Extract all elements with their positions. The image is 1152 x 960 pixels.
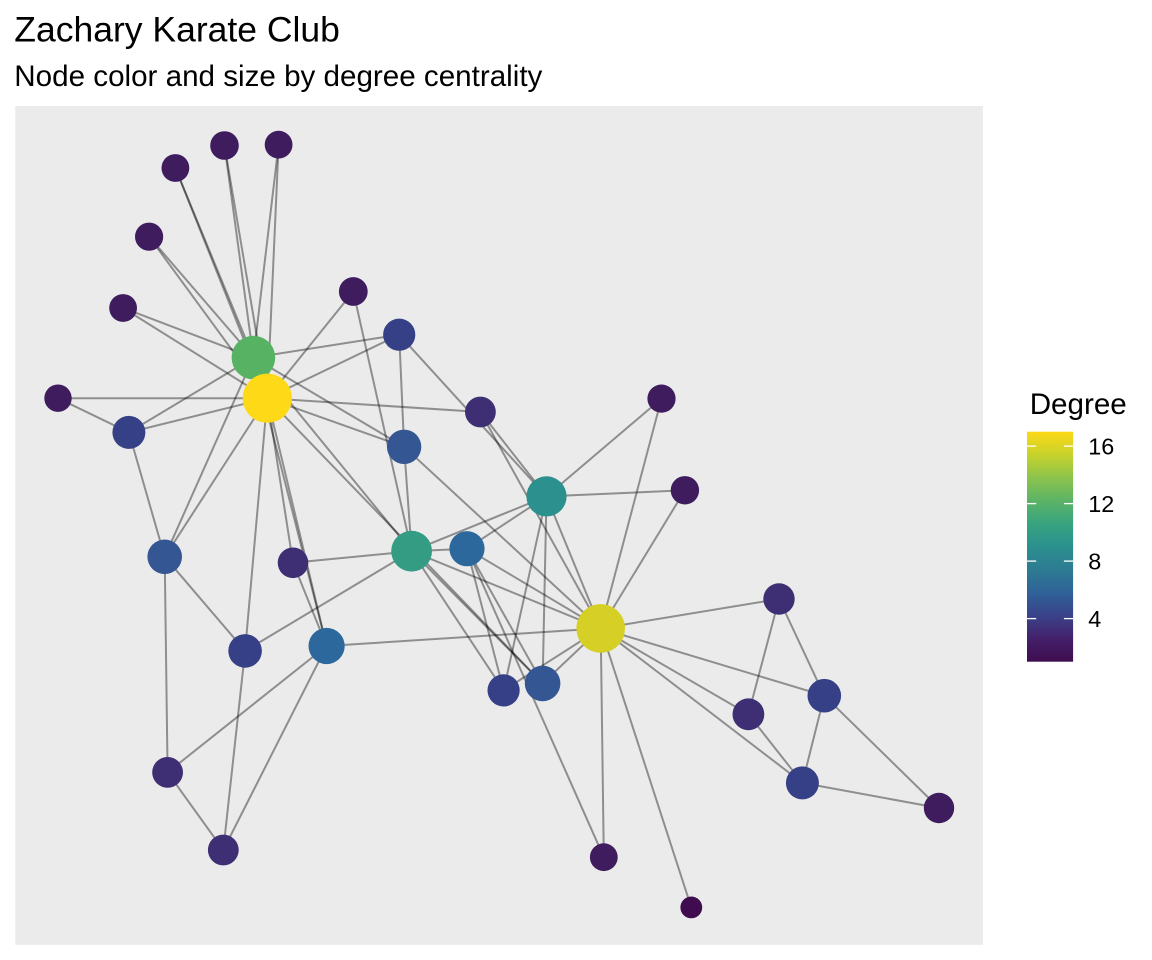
svg-text:16: 16 bbox=[1088, 433, 1114, 459]
svg-text:Node color and size by degree: Node color and size by degree centrality bbox=[14, 60, 542, 93]
svg-text:Degree: Degree bbox=[1030, 388, 1127, 421]
svg-text:4: 4 bbox=[1088, 606, 1101, 632]
svg-text:12: 12 bbox=[1088, 491, 1114, 517]
svg-text:Zachary Karate Club: Zachary Karate Club bbox=[14, 9, 340, 49]
svg-text:8: 8 bbox=[1088, 548, 1101, 574]
